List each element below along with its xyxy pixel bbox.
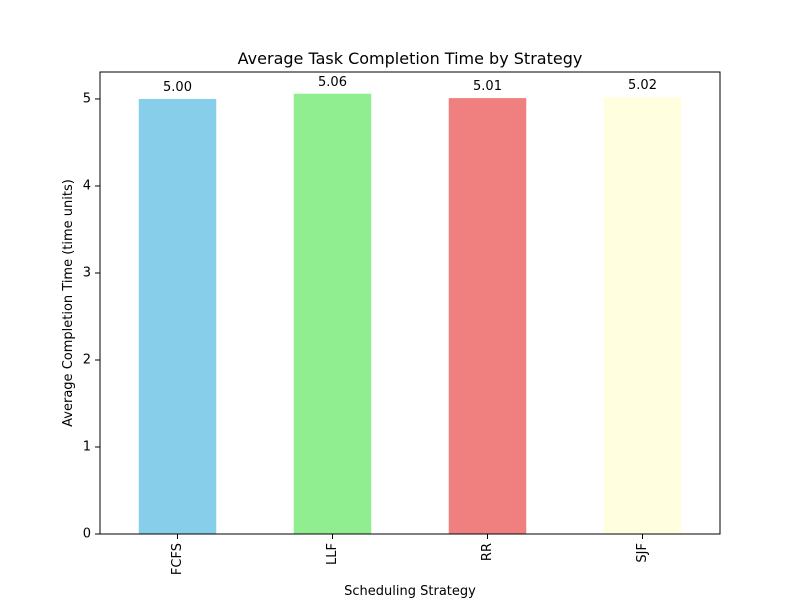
- bar-rr: [448, 98, 527, 535]
- x-tick-label-llf: LLF: [325, 543, 340, 565]
- x-tick-label-fcfs: FCFS: [170, 543, 185, 575]
- bar-llf: [293, 93, 372, 535]
- x-tick-label-sjf: SJF: [635, 543, 650, 563]
- data-labels-group: 5.00 5.06 5.01 5.02: [163, 75, 657, 95]
- y-tick-label: 5: [83, 91, 91, 106]
- y-axis-ticks: 0 1 2 3 4 5: [83, 91, 100, 542]
- data-label-sjf: 5.02: [628, 78, 657, 93]
- bar-sjf: [603, 97, 682, 535]
- chart-title: Average Task Completion Time by Strategy: [238, 49, 583, 68]
- data-label-fcfs: 5.00: [163, 80, 192, 95]
- data-label-rr: 5.01: [473, 79, 502, 94]
- x-axis-label: Scheduling Strategy: [344, 584, 476, 599]
- y-tick-label: 4: [83, 178, 91, 193]
- data-label-llf: 5.06: [318, 75, 347, 90]
- y-tick-label: 1: [83, 439, 91, 454]
- x-tick-label-rr: RR: [480, 543, 495, 561]
- y-axis-label: Average Completion Time (time units): [61, 179, 76, 427]
- x-axis-ticks: FCFS LLF RR SJF: [170, 534, 650, 575]
- bar-fcfs: [138, 98, 217, 535]
- bars-group: [138, 93, 682, 535]
- y-tick-label: 2: [83, 352, 91, 367]
- plot-frame: [99, 71, 721, 535]
- y-tick-label: 0: [83, 527, 91, 542]
- y-tick-label: 3: [83, 265, 91, 280]
